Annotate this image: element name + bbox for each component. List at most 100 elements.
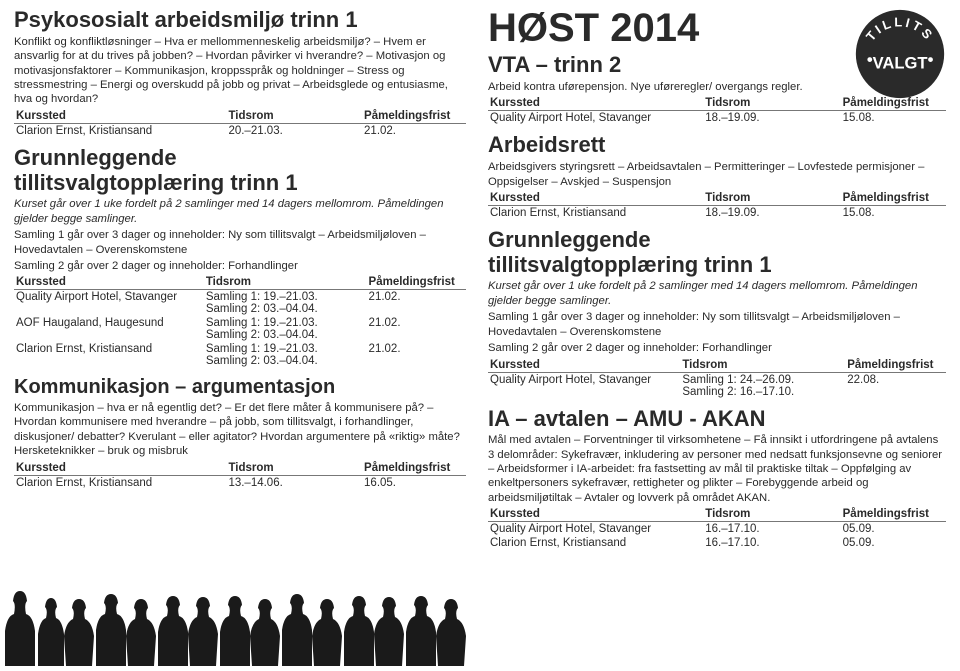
cell: 16.05. [362,475,466,490]
th-tidsrom: Tidsrom [226,109,362,124]
cell-line: Samling 2: 16.–17.10. [682,386,794,398]
section-kommunikasjon: Kommunikasjon – argumentasjon Kommunikas… [14,376,466,489]
th-frist: Påmeldingsfrist [362,109,466,124]
cell: 22.08. [845,372,946,399]
heading-grunnleggende: Grunnleggende tillitsvalgtopplæring trin… [14,146,466,195]
cell: 15.08. [841,205,946,220]
table-row: Clarion Ernst, Kristiansand Samling 1: 1… [14,342,466,368]
table-row: AOF Haugaland, Haugesund Samling 1: 19.–… [14,316,466,342]
cell-line: Samling 1: 24.–26.09. [682,374,794,386]
table-psykososialt: Kurssted Tidsrom Påmeldingsfrist Clarion… [14,109,466,138]
section-grunnleggende-left: Grunnleggende tillitsvalgtopplæring trin… [14,146,466,369]
body-italic: Kurset går over 1 uke fordelt på 2 samli… [488,279,946,308]
tillitsvalgt-badge-icon: TILLITS VALGT • • [854,8,946,100]
svg-text:VALGT: VALGT [873,54,928,73]
cell: 21.02. [367,316,466,342]
cell-line: Samling 1: 19.–21.03. [206,317,318,329]
cell: 18.–19.09. [703,111,840,126]
cell: 15.08. [841,111,946,126]
cell: AOF Haugaland, Haugesund [14,316,204,342]
cell: Clarion Ernst, Kristiansand [14,123,226,138]
table-grunnleggende-right: Kurssted Tidsrom Påmeldingsfrist Quality… [488,358,946,399]
cell: 16.–17.10. [703,522,840,537]
cell: Clarion Ernst, Kristiansand [14,342,204,368]
cell: 21.02. [367,342,466,368]
cell: 05.09. [841,536,946,550]
table-row: Clarion Ernst, Kristiansand 18.–19.09. 1… [488,205,946,220]
left-column: Psykososialt arbeidsmiljø trinn 1 Konfli… [14,8,480,666]
section-grunnleggende-right: Grunnleggende tillitsvalgtopplæring trin… [488,228,946,399]
cell: Samling 1: 19.–21.03. Samling 2: 03.–04.… [204,316,367,342]
table-arbeidsrett: Kurssted Tidsrom Påmeldingsfrist Clarion… [488,191,946,220]
cell-line: Samling 2: 03.–04.04. [206,355,318,367]
table-kommunikasjon: Kurssted Tidsrom Påmeldingsfrist Clarion… [14,461,466,490]
table-row: Quality Airport Hotel, Stavanger 18.–19.… [488,111,946,126]
heading-line1: Grunnleggende [488,227,651,252]
svg-text:•: • [867,50,873,69]
cell: 05.09. [841,522,946,537]
body-psykososialt: Konflikt og konfliktløsninger – Hva er m… [14,35,466,107]
table-row: Clarion Ernst, Kristiansand 13.–14.06. 1… [14,475,466,490]
heading-ia: IA – avtalen – AMU - AKAN [488,407,946,432]
cell: Clarion Ernst, Kristiansand [14,475,226,490]
table-grunnleggende-left: Kurssted Tidsrom Påmeldingsfrist Quality… [14,275,466,368]
body-samling1: Samling 1 går over 3 dager og inneholder… [488,310,946,339]
table-row: Clarion Ernst, Kristiansand 20.–21.03. 2… [14,123,466,138]
cell: Quality Airport Hotel, Stavanger [488,522,703,537]
th-kurssted: Kurssted [14,275,204,290]
body-arbeidsrett: Arbeidsgivers styringsrett – Arbeidsavta… [488,160,946,189]
body-ia: Mål med avtalen – Forventninger til virk… [488,433,946,505]
heading-arbeidsrett: Arbeidsrett [488,133,946,158]
th-kurssted: Kurssted [488,507,703,522]
body-samling1: Samling 1 går over 3 dager og inneholder… [14,228,466,257]
section-ia-avtalen: IA – avtalen – AMU - AKAN Mål med avtale… [488,407,946,551]
body-kommunikasjon: Kommunikasjon – hva er nå egentlig det? … [14,401,466,459]
table-ia: Kurssted Tidsrom Påmeldingsfrist Quality… [488,507,946,550]
cell: 13.–14.06. [226,475,362,490]
cell-line: Samling 1: 19.–21.03. [206,343,318,355]
cell: 21.02. [367,290,466,317]
body-italic: Kurset går over 1 uke fordelt på 2 samli… [14,197,466,226]
th-tidsrom: Tidsrom [703,96,840,111]
cell: Quality Airport Hotel, Stavanger [488,111,703,126]
people-silhouettes-icon [0,586,470,666]
cell: 20.–21.03. [226,123,362,138]
th-frist: Påmeldingsfrist [841,191,946,206]
th-tidsrom: Tidsrom [703,507,840,522]
heading-psykososialt: Psykososialt arbeidsmiljø trinn 1 [14,8,466,33]
heading-grunnleggende-r: Grunnleggende tillitsvalgtopplæring trin… [488,228,946,277]
body-samling2: Samling 2 går over 2 dager og inneholder… [488,341,946,355]
cell: Clarion Ernst, Kristiansand [488,205,703,220]
cell: Quality Airport Hotel, Stavanger [14,290,204,317]
right-column: HØST 2014 VTA – trinn 2 Arbeid kontra uf… [480,8,946,666]
cell-line: Samling 2: 03.–04.04. [206,329,318,341]
body-samling2: Samling 2 går over 2 dager og inneholder… [14,259,466,273]
cell: 16.–17.10. [703,536,840,550]
heading-line2: tillitsvalgtopplæring trinn 1 [488,252,772,277]
section-arbeidsrett: Arbeidsrett Arbeidsgivers styringsrett –… [488,133,946,220]
th-frist: Påmeldingsfrist [362,461,466,476]
th-frist: Påmeldingsfrist [841,507,946,522]
th-tidsrom: Tidsrom [204,275,367,290]
table-row: Clarion Ernst, Kristiansand 16.–17.10. 0… [488,536,946,550]
svg-text:•: • [928,50,934,69]
cell: Samling 1: 24.–26.09. Samling 2: 16.–17.… [680,372,845,399]
table-vta: Kurssted Tidsrom Påmeldingsfrist Quality… [488,96,946,125]
th-kurssted: Kurssted [488,358,680,373]
cell: Clarion Ernst, Kristiansand [488,536,703,550]
th-tidsrom: Tidsrom [680,358,845,373]
th-kurssted: Kurssted [14,461,226,476]
cell: 21.02. [362,123,466,138]
th-kurssted: Kurssted [488,191,703,206]
th-tidsrom: Tidsrom [703,191,840,206]
cell: Samling 1: 19.–21.03. Samling 2: 03.–04.… [204,342,367,368]
th-frist: Påmeldingsfrist [367,275,466,290]
heading-line1: Grunnleggende [14,145,177,170]
cell: Samling 1: 19.–21.03. Samling 2: 03.–04.… [204,290,367,317]
heading-line2: tillitsvalgtopplæring trinn 1 [14,170,298,195]
th-tidsrom: Tidsrom [226,461,362,476]
table-row: Quality Airport Hotel, Stavanger Samling… [14,290,466,317]
th-kurssted: Kurssted [14,109,226,124]
table-row: Quality Airport Hotel, Stavanger Samling… [488,372,946,399]
section-psykososialt: Psykososialt arbeidsmiljø trinn 1 Konfli… [14,8,466,138]
